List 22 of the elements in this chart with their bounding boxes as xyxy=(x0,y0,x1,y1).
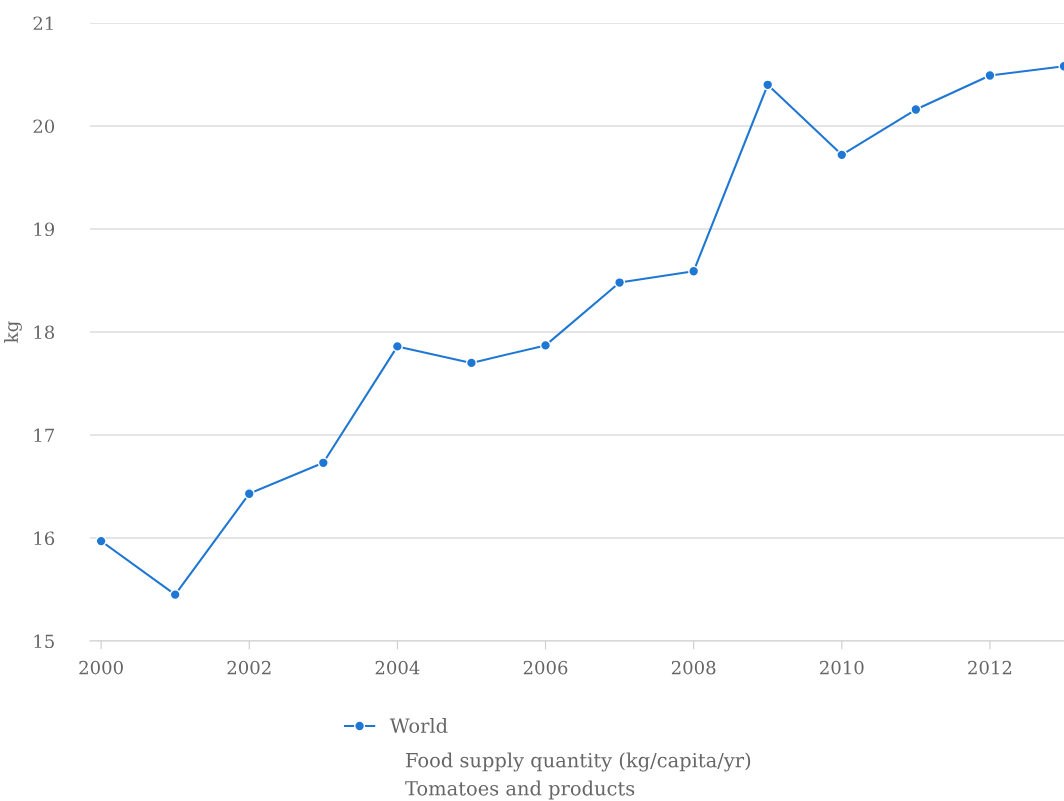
point xyxy=(95,535,107,547)
x-tick-label: 2000 xyxy=(79,660,123,675)
point xyxy=(614,277,626,289)
y-tick-label: 20 xyxy=(33,119,55,134)
x-tick-label: 2012 xyxy=(968,660,1012,675)
y-tick-label: 15 xyxy=(34,634,54,649)
x-tick-label: 2002 xyxy=(227,660,271,675)
legend-label: World xyxy=(389,718,448,734)
text: Food supply quantity (kg/capita/yr) xyxy=(406,752,751,772)
y-tick-label: 16 xyxy=(34,531,55,546)
y-axis-title: kg xyxy=(4,321,22,343)
point xyxy=(762,79,774,91)
y-tick-label: 17 xyxy=(34,428,54,442)
x-tick-label: 2008 xyxy=(671,660,716,675)
x-tick-label: 2010 xyxy=(820,660,864,675)
text: Tomatoes and products xyxy=(405,780,635,800)
y-tick-label: 18 xyxy=(34,325,55,340)
point xyxy=(539,339,552,351)
y-tick-label: 19 xyxy=(34,222,55,237)
x-tick-label: 2004 xyxy=(375,660,420,675)
x-tick-label: 2006 xyxy=(523,660,568,675)
y-tick-label: 21 xyxy=(33,16,53,30)
